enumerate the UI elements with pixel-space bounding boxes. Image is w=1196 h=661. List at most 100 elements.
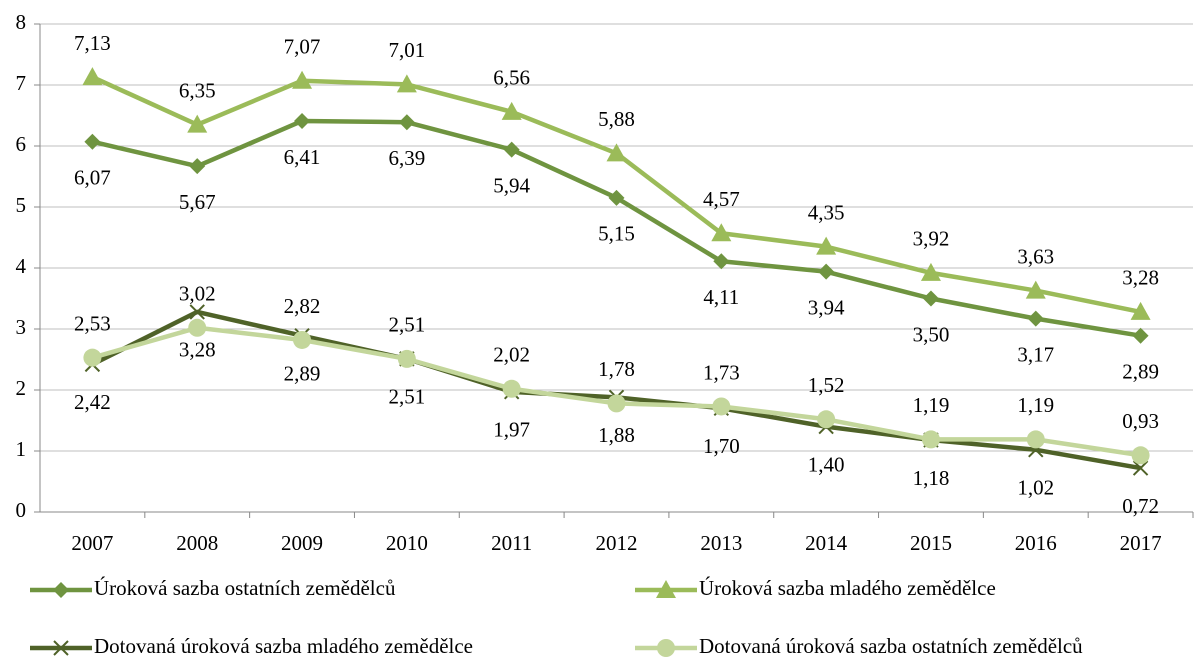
y-tick-label: 1 [16, 437, 27, 461]
data-label: 3,50 [913, 322, 950, 346]
marker [292, 70, 313, 89]
marker [711, 223, 732, 242]
marker [606, 143, 627, 162]
marker [921, 430, 940, 449]
marker [712, 397, 731, 416]
x-tick-label: 2008 [176, 531, 218, 555]
data-label: 1,19 [913, 393, 950, 417]
marker [1132, 327, 1149, 344]
data-label: 5,15 [598, 222, 635, 246]
marker [922, 290, 939, 307]
marker [1131, 446, 1150, 465]
data-label: 1,19 [1017, 393, 1054, 417]
x-tick-label: 2014 [805, 531, 848, 555]
marker [188, 318, 207, 337]
marker [82, 67, 103, 86]
data-label: 2,89 [284, 362, 321, 386]
data-label: 5,94 [493, 173, 530, 197]
marker [816, 236, 837, 255]
marker [608, 189, 625, 206]
marker [657, 639, 675, 657]
x-tick-label: 2015 [910, 531, 952, 555]
y-tick-label: 3 [16, 315, 27, 339]
y-tick-label: 2 [16, 376, 27, 400]
data-label: 1,97 [493, 418, 530, 442]
data-label: 0,93 [1122, 409, 1159, 433]
y-tick-label: 5 [16, 193, 27, 217]
legend-label: Úroková sazba mladého zemědělce [699, 576, 996, 600]
marker [84, 133, 101, 150]
x-tick-label: 2012 [596, 531, 638, 555]
data-label: 3,28 [1122, 266, 1159, 290]
marker [398, 114, 415, 131]
y-tick-label: 0 [16, 498, 27, 522]
marker [1027, 310, 1044, 327]
x-tick-label: 2016 [1015, 531, 1057, 555]
data-label: 1,70 [703, 434, 740, 458]
x-tick-label: 2009 [281, 531, 323, 555]
y-tick-label: 7 [16, 71, 27, 95]
marker [1130, 301, 1151, 320]
data-label: 5,67 [179, 190, 216, 214]
marker [189, 304, 205, 320]
marker [53, 582, 69, 598]
marker [396, 74, 417, 93]
marker [818, 263, 835, 280]
x-tick-label: 2013 [700, 531, 742, 555]
data-label: 1,02 [1017, 476, 1054, 500]
marker [817, 410, 836, 429]
y-tick-label: 8 [16, 10, 27, 34]
x-tick-label: 2007 [71, 531, 113, 555]
data-label: 3,28 [179, 338, 216, 362]
data-label: 1,78 [598, 357, 635, 381]
data-label: 4,57 [703, 187, 740, 211]
data-label: 3,94 [808, 295, 845, 319]
data-label: 1,40 [808, 452, 845, 476]
marker [397, 349, 416, 368]
data-label: 7,01 [388, 38, 425, 62]
legend-label: Dotovaná úroková sazba ostatních zeměděl… [699, 634, 1083, 658]
y-tick-label: 6 [16, 132, 27, 156]
marker [1026, 430, 1045, 449]
data-label: 6,35 [179, 78, 216, 102]
data-label: 3,92 [913, 227, 950, 251]
data-label: 2,53 [74, 311, 111, 335]
data-label: 4,11 [703, 285, 739, 309]
marker [293, 330, 312, 349]
marker [503, 141, 520, 158]
data-label: 1,88 [598, 423, 635, 447]
data-label: 1,73 [703, 360, 740, 384]
legend-label: Dotovaná úroková sazba mladého zemědělce [94, 634, 473, 658]
marker [1025, 280, 1046, 299]
data-label: 6,56 [493, 66, 530, 90]
legend-label: Úroková sazba ostatních zemědělců [94, 576, 396, 600]
marker [1132, 460, 1149, 476]
marker [294, 112, 311, 129]
data-label: 3,02 [179, 282, 216, 306]
data-label: 3,17 [1017, 342, 1054, 366]
marker [920, 262, 941, 281]
data-label: 1,18 [913, 466, 950, 490]
marker [607, 394, 626, 413]
data-label: 6,39 [388, 146, 425, 170]
marker [53, 640, 69, 656]
x-tick-label: 2017 [1120, 531, 1162, 555]
data-label: 1,52 [808, 373, 845, 397]
data-label: 5,88 [598, 107, 635, 131]
data-label: 2,89 [1122, 360, 1159, 384]
marker [656, 580, 676, 598]
data-label: 4,35 [808, 200, 845, 224]
marker [502, 379, 521, 398]
data-label: 7,07 [284, 35, 321, 59]
marker [189, 158, 206, 175]
data-label: 7,13 [74, 31, 111, 55]
data-label: 6,07 [74, 166, 111, 190]
data-label: 2,51 [388, 385, 425, 409]
data-label: 2,82 [284, 294, 321, 318]
marker [83, 348, 102, 367]
data-label: 0,72 [1122, 494, 1159, 518]
data-label: 6,41 [284, 145, 321, 169]
data-label: 2,51 [388, 313, 425, 337]
